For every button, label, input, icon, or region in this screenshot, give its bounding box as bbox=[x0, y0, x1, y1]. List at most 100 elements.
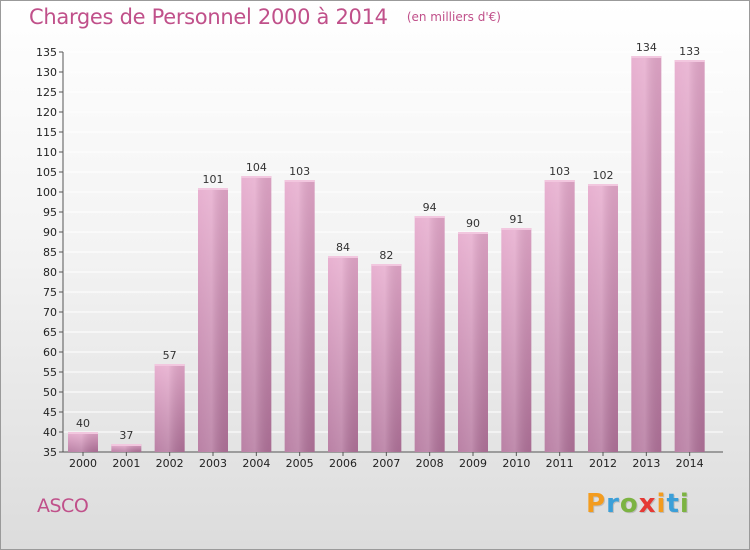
y-tick-label: 120 bbox=[36, 106, 57, 119]
x-tick-label: 2006 bbox=[329, 457, 357, 470]
bar-group: 82 bbox=[371, 249, 402, 452]
bar-value-label: 94 bbox=[423, 201, 437, 214]
bar-value-label: 103 bbox=[289, 165, 310, 178]
bar-value-label: 101 bbox=[203, 173, 224, 186]
y-tick-label: 45 bbox=[43, 406, 57, 419]
bar-shine bbox=[414, 216, 445, 452]
bar-shine bbox=[371, 264, 402, 452]
x-tick-label: 2014 bbox=[676, 457, 704, 470]
logo-letter: i bbox=[656, 489, 667, 519]
bar-value-label: 104 bbox=[246, 161, 267, 174]
bar-group: 103 bbox=[284, 165, 315, 452]
bar-value-label: 82 bbox=[379, 249, 393, 262]
bar-value-label: 102 bbox=[593, 169, 614, 182]
x-tick-label: 2000 bbox=[69, 457, 97, 470]
y-tick-label: 65 bbox=[43, 326, 57, 339]
bar-value-label: 37 bbox=[119, 429, 133, 442]
bar-group: 91 bbox=[501, 213, 532, 452]
bar-group: 102 bbox=[588, 169, 618, 452]
bar-shine bbox=[198, 188, 228, 452]
bar-shine bbox=[674, 60, 705, 452]
bar-top-edge bbox=[284, 180, 315, 182]
bar-top-edge bbox=[111, 444, 142, 446]
bar-shine bbox=[328, 256, 358, 452]
chart-title: Charges de Personnel 2000 à 2014 bbox=[29, 5, 388, 29]
x-tick-label: 2011 bbox=[546, 457, 574, 470]
x-tick-label: 2010 bbox=[502, 457, 530, 470]
x-tick-label: 2012 bbox=[589, 457, 617, 470]
bar-top-edge bbox=[414, 216, 445, 218]
bar-top-edge bbox=[631, 56, 662, 58]
y-tick-label: 55 bbox=[43, 366, 57, 379]
bar-shine bbox=[544, 180, 575, 452]
bar-shine bbox=[241, 176, 272, 452]
bar-group: 103 bbox=[544, 165, 575, 452]
y-tick-label: 50 bbox=[43, 386, 57, 399]
y-tick-label: 90 bbox=[43, 226, 57, 239]
x-tick-label: 2005 bbox=[286, 457, 314, 470]
bar-shine bbox=[68, 432, 98, 452]
bar-shine bbox=[154, 364, 185, 452]
x-tick-label: 2013 bbox=[632, 457, 660, 470]
y-tick-label: 40 bbox=[43, 426, 57, 439]
y-tick-label: 100 bbox=[36, 186, 57, 199]
logo-letter: t bbox=[666, 489, 680, 519]
bar-top-edge bbox=[68, 432, 98, 434]
bar-shine bbox=[111, 444, 142, 452]
title-row: Charges de Personnel 2000 à 2014 (en mil… bbox=[29, 5, 501, 29]
bar-top-edge bbox=[198, 188, 228, 190]
bars: 40 37 57 101 104 103 84 82 94 90 91 103 102 134 133 bbox=[68, 41, 705, 452]
bar-value-label: 133 bbox=[679, 45, 700, 58]
bar-top-edge bbox=[328, 256, 358, 258]
bar-top-edge bbox=[241, 176, 272, 178]
bar-group: 104 bbox=[241, 161, 272, 452]
bar-value-label: 134 bbox=[636, 41, 657, 54]
bar-shine bbox=[501, 228, 532, 452]
bar-value-label: 90 bbox=[466, 217, 480, 230]
proxiti-logo: Proxiti bbox=[586, 489, 690, 519]
y-tick-label: 130 bbox=[36, 66, 57, 79]
logo-letter: o bbox=[619, 489, 639, 519]
bar-top-edge bbox=[154, 364, 185, 366]
y-tick-label: 110 bbox=[36, 146, 57, 159]
bar-value-label: 84 bbox=[336, 241, 350, 254]
logo-letter: r bbox=[606, 489, 620, 519]
y-tick-label: 135 bbox=[36, 46, 57, 59]
y-tick-label: 105 bbox=[36, 166, 57, 179]
y-tick-label: 115 bbox=[36, 126, 57, 139]
x-tick-label: 2004 bbox=[242, 457, 270, 470]
bar-shine bbox=[588, 184, 618, 452]
logo-letter: P bbox=[586, 489, 607, 519]
bar-group: 40 bbox=[68, 417, 98, 452]
bar-shine bbox=[631, 56, 662, 452]
bar-top-edge bbox=[501, 228, 532, 230]
bar-top-edge bbox=[544, 180, 575, 182]
bar-value-label: 40 bbox=[76, 417, 90, 430]
x-tick-label: 2007 bbox=[372, 457, 400, 470]
bar-group: 94 bbox=[414, 201, 445, 452]
bar-shine bbox=[458, 232, 488, 452]
bar-value-label: 57 bbox=[163, 349, 177, 362]
y-tick-label: 125 bbox=[36, 86, 57, 99]
bar-group: 134 bbox=[631, 41, 662, 452]
y-tick-label: 70 bbox=[43, 306, 57, 319]
bar-group: 57 bbox=[154, 349, 185, 452]
bar-value-label: 91 bbox=[509, 213, 523, 226]
bar-group: 133 bbox=[674, 45, 705, 452]
bar-group: 101 bbox=[198, 173, 228, 452]
y-tick-label: 95 bbox=[43, 206, 57, 219]
bar-value-label: 103 bbox=[549, 165, 570, 178]
bar-group: 37 bbox=[111, 429, 142, 452]
y-tick-label: 85 bbox=[43, 246, 57, 259]
bar-group: 90 bbox=[458, 217, 488, 452]
bar-top-edge bbox=[458, 232, 488, 234]
x-tick-label: 2003 bbox=[199, 457, 227, 470]
bar-shine bbox=[284, 180, 315, 452]
logo-letter: x bbox=[638, 489, 657, 519]
bar-top-edge bbox=[371, 264, 402, 266]
bar-group: 84 bbox=[328, 241, 358, 452]
x-tick-label: 2009 bbox=[459, 457, 487, 470]
bar-top-edge bbox=[674, 60, 705, 62]
